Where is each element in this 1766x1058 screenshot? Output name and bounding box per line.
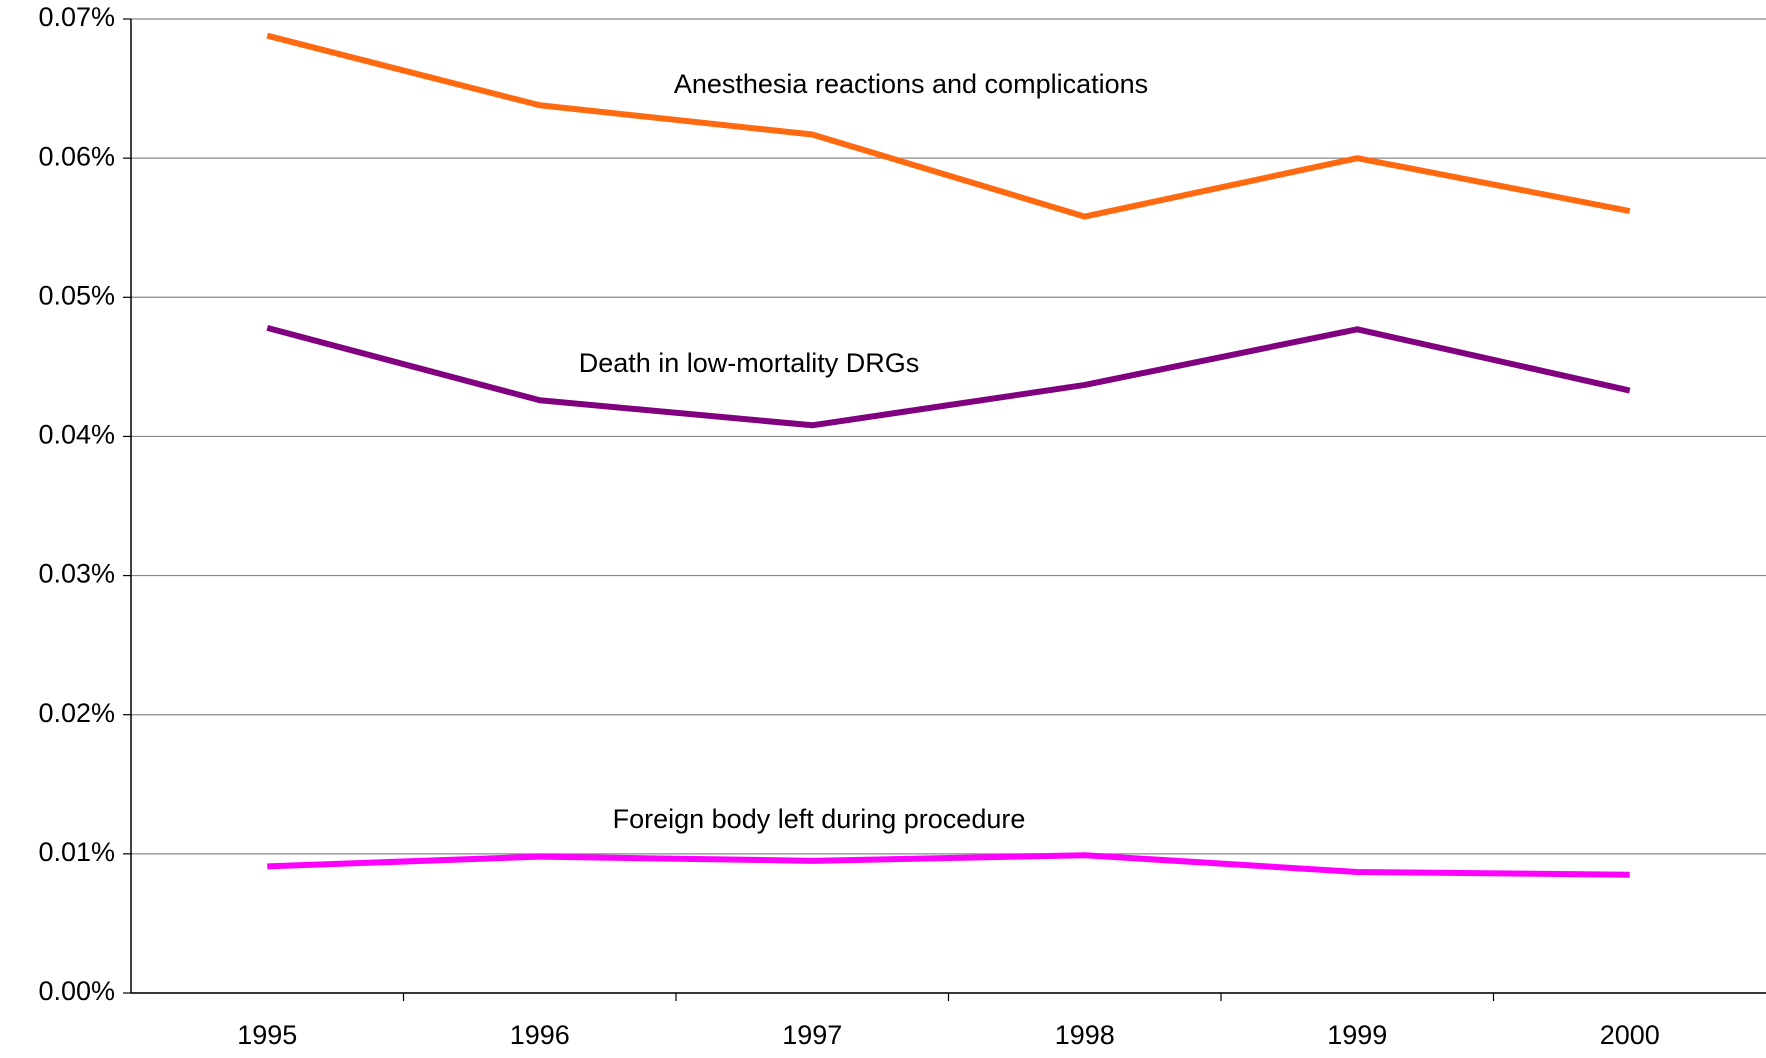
x-tick-label: 1995 xyxy=(237,1020,297,1050)
y-tick-label: 0.05% xyxy=(38,280,115,310)
y-tick-label: 0.07% xyxy=(38,2,115,32)
series-line xyxy=(266,324,1631,429)
y-tick-label: 0.00% xyxy=(38,976,115,1006)
x-tick-label: 1998 xyxy=(1055,1020,1115,1050)
series-label: Foreign body left during procedure xyxy=(613,804,1026,834)
series-line xyxy=(266,32,1631,220)
y-tick-label: 0.04% xyxy=(38,420,115,450)
series-line xyxy=(267,852,1630,878)
x-tick-label: 1997 xyxy=(782,1020,842,1050)
series-label: Death in low-mortality DRGs xyxy=(579,348,920,378)
x-tick-label: 1996 xyxy=(510,1020,570,1050)
y-tick-label: 0.03% xyxy=(38,559,115,589)
x-tick-label: 1999 xyxy=(1327,1020,1387,1050)
series-label: Anesthesia reactions and complications xyxy=(674,69,1148,99)
y-tick-label: 0.06% xyxy=(38,141,115,171)
y-tick-label: 0.01% xyxy=(38,837,115,867)
x-tick-label: 2000 xyxy=(1600,1020,1660,1050)
y-tick-label: 0.02% xyxy=(38,698,115,728)
